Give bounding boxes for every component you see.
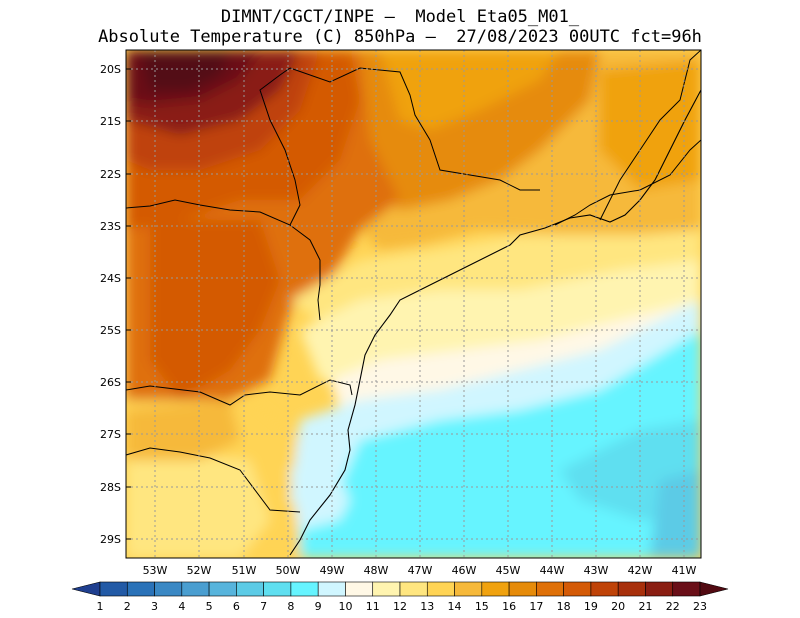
colorbar-cell — [454, 581, 483, 597]
map-subtitle: Absolute Temperature (C) 850hPa – 27/08/… — [98, 27, 702, 47]
latitude-labels: 20S 21S 22S 23S 24S 25S 26S 27S 28S 29S — [100, 63, 121, 546]
colorbar-label: 17 — [529, 600, 543, 613]
lon-label: 44W — [540, 564, 565, 577]
lat-label: 20S — [100, 63, 121, 76]
colorbar-label: 14 — [448, 600, 462, 613]
map-title: DIMNT/CGCT/INPE – Model Eta05_M01_ — [220, 7, 580, 27]
colorbar-label: 22 — [666, 600, 680, 613]
lat-label: 25S — [100, 324, 121, 337]
lat-label: 21S — [100, 115, 121, 128]
colorbar-label: 2 — [124, 600, 131, 613]
colorbar-cell — [126, 581, 155, 597]
map-frame — [125, 49, 702, 559]
colorbar-label: 4 — [178, 600, 185, 613]
colorbar-label: 5 — [206, 600, 213, 613]
colorbar-label: 16 — [502, 600, 516, 613]
colorbar-cell — [290, 581, 319, 597]
colorbar-cell — [563, 581, 592, 597]
colorbar-label: 21 — [638, 600, 652, 613]
lon-label: 49W — [320, 564, 345, 577]
colorbar-cell — [481, 581, 510, 597]
lon-label: 53W — [143, 564, 168, 577]
colorbar-cell — [645, 581, 674, 597]
colorbar-label: 19 — [584, 600, 598, 613]
longitude-labels: 53W 52W 51W 50W 49W 48W 47W 46W 45W 44W … — [143, 564, 697, 577]
lon-label: 48W — [364, 564, 389, 577]
lat-label: 22S — [100, 168, 121, 181]
lat-label: 28S — [100, 481, 121, 494]
lon-label: 45W — [496, 564, 521, 577]
colorbar-cell — [99, 581, 128, 597]
colorbar-cell — [345, 581, 374, 597]
lon-label: 43W — [584, 564, 609, 577]
colorbar-label: 3 — [151, 600, 158, 613]
lon-label: 41W — [672, 564, 697, 577]
colorbar-cell — [617, 581, 646, 597]
colorbar-label: 12 — [393, 600, 407, 613]
temperature-field — [126, 50, 701, 558]
colorbar-label: 10 — [338, 600, 352, 613]
colorbar-label: 13 — [420, 600, 434, 613]
colorbar-cell — [372, 581, 401, 597]
lon-label: 42W — [628, 564, 653, 577]
lon-label: 52W — [187, 564, 212, 577]
lat-label: 29S — [100, 533, 121, 546]
colorbar-label: 11 — [366, 600, 380, 613]
lon-label: 50W — [276, 564, 301, 577]
colorbar-label: 7 — [260, 600, 267, 613]
colorbar-cell — [590, 581, 619, 597]
lat-label: 27S — [100, 428, 121, 441]
colorbar-arrow-low — [71, 581, 101, 597]
colorbar-cell — [536, 581, 564, 597]
colorbar-label: 8 — [287, 600, 294, 613]
colorbar-label: 23 — [693, 600, 707, 613]
lat-label: 24S — [100, 272, 121, 285]
colorbar-cell — [263, 581, 292, 597]
colorbar-cell — [508, 581, 537, 597]
lon-label: 46W — [452, 564, 477, 577]
colorbar-cell — [317, 581, 346, 597]
colorbar-cell — [426, 581, 455, 597]
colorbar-arrow-high — [699, 581, 729, 597]
colorbar-cell — [181, 581, 210, 597]
graticule — [126, 50, 701, 558]
colorbar-cell — [399, 581, 428, 597]
lon-label: 51W — [232, 564, 257, 577]
lat-label: 23S — [100, 220, 121, 233]
colorbar: 1 2 3 4 5 6 7 8 9 10 11 12 13 14 15 16 17 18 19 20 21 22 23 — [71, 581, 729, 613]
lon-label: 47W — [408, 564, 433, 577]
colorbar-cell — [154, 581, 183, 597]
colorbar-label: 20 — [611, 600, 625, 613]
colorbar-cell — [672, 581, 701, 597]
lat-label: 26S — [100, 376, 121, 389]
colorbar-cell — [208, 581, 237, 597]
state-borders — [126, 50, 701, 513]
coastline — [289, 89, 701, 556]
colorbar-label: 6 — [233, 600, 240, 613]
colorbar-label: 9 — [315, 600, 322, 613]
colorbar-cell — [236, 581, 264, 597]
colorbar-label: 18 — [557, 600, 571, 613]
colorbar-label: 15 — [475, 600, 489, 613]
colorbar-label: 1 — [97, 600, 104, 613]
